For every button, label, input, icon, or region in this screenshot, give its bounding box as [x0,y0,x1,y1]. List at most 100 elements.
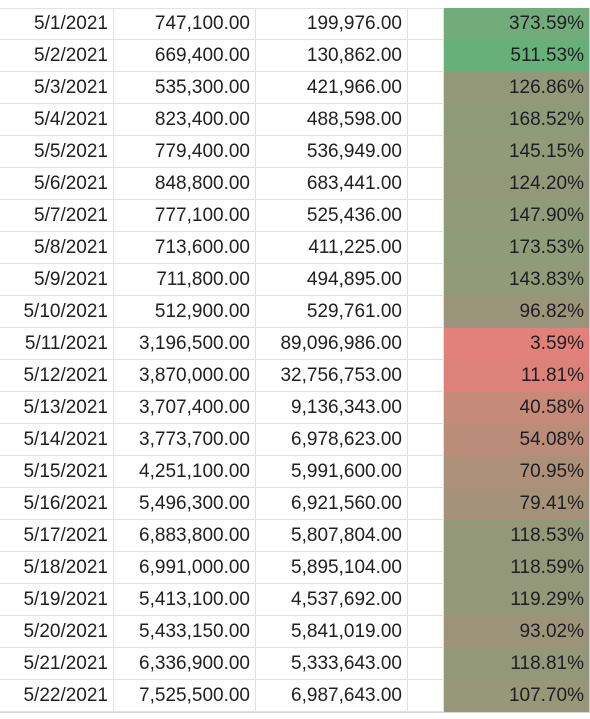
value-b-cell[interactable]: 421,966.00 [256,72,408,104]
value-a-cell[interactable]: 3,870,000.00 [114,360,256,392]
value-a-cell[interactable]: 6,991,000.00 [114,552,256,584]
value-a-cell[interactable]: 6,336,900.00 [114,648,256,680]
empty-cell[interactable] [408,168,444,200]
value-a-cell[interactable]: 823,400.00 [114,104,256,136]
date-cell[interactable]: 5/5/2021 [0,136,114,168]
percent-cell[interactable]: 118.53% [444,520,590,552]
date-cell[interactable]: 5/20/2021 [0,616,114,648]
value-b-cell[interactable]: 130,862.00 [256,40,408,72]
date-cell[interactable]: 5/12/2021 [0,360,114,392]
value-a-cell[interactable]: 848,800.00 [114,168,256,200]
value-b-cell[interactable]: 683,441.00 [256,168,408,200]
value-a-cell[interactable]: 6,883,800.00 [114,520,256,552]
empty-cell[interactable] [408,72,444,104]
value-b-cell[interactable]: 9,136,343.00 [256,392,408,424]
date-cell[interactable]: 5/14/2021 [0,424,114,456]
value-b-cell[interactable]: 199,976.00 [256,8,408,40]
percent-cell[interactable]: 96.82% [444,296,590,328]
date-cell[interactable]: 5/9/2021 [0,264,114,296]
value-b-cell[interactable]: 89,096,986.00 [256,328,408,360]
percent-cell[interactable]: 3.59% [444,328,590,360]
percent-cell[interactable]: 168.52% [444,104,590,136]
value-a-cell[interactable]: 3,196,500.00 [114,328,256,360]
value-a-cell[interactable]: 711,800.00 [114,264,256,296]
value-a-cell[interactable]: 535,300.00 [114,72,256,104]
percent-cell[interactable]: 145.15% [444,136,590,168]
value-a-cell[interactable]: 713,600.00 [114,232,256,264]
date-cell[interactable]: 5/17/2021 [0,520,114,552]
value-a-cell[interactable]: 3,707,400.00 [114,392,256,424]
value-a-cell[interactable]: 5,413,100.00 [114,584,256,616]
value-b-cell[interactable]: 4,537,692.00 [256,584,408,616]
percent-cell[interactable]: 107.70% [444,680,590,712]
empty-cell[interactable] [408,648,444,680]
date-cell[interactable]: 5/6/2021 [0,168,114,200]
value-a-cell[interactable]: 512,900.00 [114,296,256,328]
empty-cell[interactable] [408,616,444,648]
empty-cell[interactable] [408,392,444,424]
empty-cell[interactable] [408,328,444,360]
value-b-cell[interactable]: 411,225.00 [256,232,408,264]
percent-cell[interactable]: 143.83% [444,264,590,296]
value-a-cell[interactable]: 4,251,100.00 [114,456,256,488]
empty-cell[interactable] [408,40,444,72]
value-b-cell[interactable]: 5,807,804.00 [256,520,408,552]
date-cell[interactable]: 5/16/2021 [0,488,114,520]
percent-cell[interactable]: 119.29% [444,584,590,616]
percent-cell[interactable]: 54.08% [444,424,590,456]
percent-cell[interactable]: 126.86% [444,72,590,104]
date-cell[interactable]: 5/3/2021 [0,72,114,104]
empty-cell[interactable] [408,136,444,168]
value-b-cell[interactable]: 536,949.00 [256,136,408,168]
empty-cell[interactable] [408,200,444,232]
empty-cell[interactable] [408,8,444,40]
empty-cell[interactable] [408,264,444,296]
value-b-cell[interactable]: 488,598.00 [256,104,408,136]
date-cell[interactable]: 5/10/2021 [0,296,114,328]
date-cell[interactable]: 5/11/2021 [0,328,114,360]
percent-cell[interactable]: 70.95% [444,456,590,488]
value-a-cell[interactable]: 779,400.00 [114,136,256,168]
date-cell[interactable]: 5/2/2021 [0,40,114,72]
value-b-cell[interactable]: 6,987,643.00 [256,680,408,712]
value-b-cell[interactable]: 5,333,643.00 [256,648,408,680]
percent-cell[interactable]: 11.81% [444,360,590,392]
percent-cell[interactable]: 79.41% [444,488,590,520]
value-a-cell[interactable]: 5,433,150.00 [114,616,256,648]
value-b-cell[interactable]: 6,921,560.00 [256,488,408,520]
empty-cell[interactable] [408,456,444,488]
date-cell[interactable]: 5/19/2021 [0,584,114,616]
empty-cell[interactable] [408,360,444,392]
date-cell[interactable]: 5/13/2021 [0,392,114,424]
date-cell[interactable]: 5/21/2021 [0,648,114,680]
value-b-cell[interactable]: 525,436.00 [256,200,408,232]
date-cell[interactable]: 5/1/2021 [0,8,114,40]
percent-cell[interactable]: 511.53% [444,40,590,72]
empty-cell[interactable] [408,680,444,712]
date-cell[interactable]: 5/7/2021 [0,200,114,232]
value-a-cell[interactable]: 5,496,300.00 [114,488,256,520]
value-b-cell[interactable]: 5,895,104.00 [256,552,408,584]
date-cell[interactable]: 5/8/2021 [0,232,114,264]
empty-cell[interactable] [408,488,444,520]
percent-cell[interactable]: 93.02% [444,616,590,648]
value-b-cell[interactable]: 5,841,019.00 [256,616,408,648]
empty-cell[interactable] [408,584,444,616]
date-cell[interactable]: 5/22/2021 [0,680,114,712]
date-cell[interactable]: 5/4/2021 [0,104,114,136]
empty-cell[interactable] [408,520,444,552]
value-b-cell[interactable]: 6,978,623.00 [256,424,408,456]
percent-cell[interactable]: 40.58% [444,392,590,424]
date-cell[interactable]: 5/15/2021 [0,456,114,488]
percent-cell[interactable]: 147.90% [444,200,590,232]
percent-cell[interactable]: 118.81% [444,648,590,680]
value-a-cell[interactable]: 3,773,700.00 [114,424,256,456]
percent-cell[interactable]: 124.20% [444,168,590,200]
percent-cell[interactable]: 118.59% [444,552,590,584]
empty-cell[interactable] [408,232,444,264]
value-a-cell[interactable]: 777,100.00 [114,200,256,232]
value-a-cell[interactable]: 747,100.00 [114,8,256,40]
value-a-cell[interactable]: 7,525,500.00 [114,680,256,712]
value-b-cell[interactable]: 5,991,600.00 [256,456,408,488]
empty-cell[interactable] [408,296,444,328]
